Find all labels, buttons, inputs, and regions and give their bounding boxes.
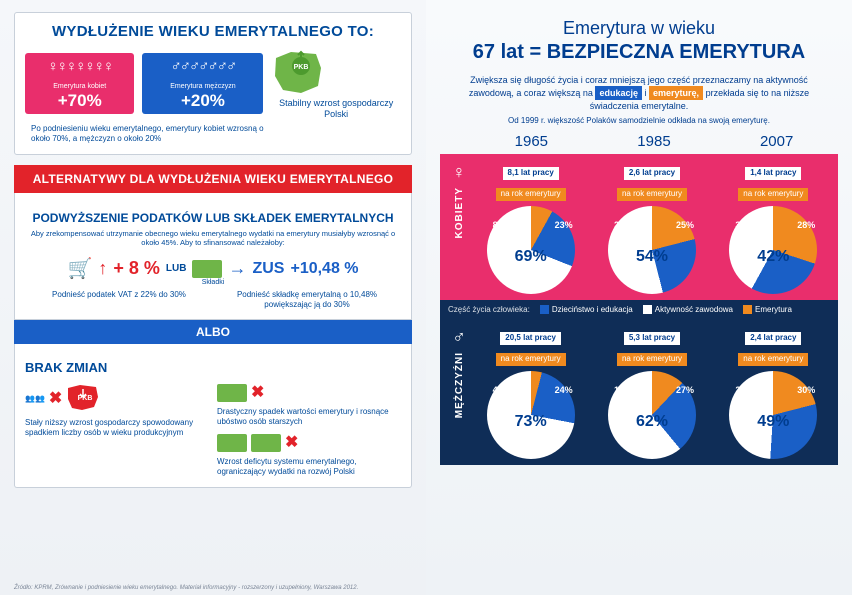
pie-main-pct: 62%: [636, 413, 668, 431]
box-alternatives: PODWYŻSZENIE PODATKÓW LUB SKŁADEK EMERYT…: [14, 193, 412, 321]
men-icons: ♂♂♂♂♂♂♂: [150, 59, 255, 74]
badge-orange: na rok emerytury: [617, 353, 687, 366]
badge-white: 2,4 lat pracy: [745, 332, 801, 345]
pkb-caption: Stabilny wzrost gospodarczy Polski: [271, 98, 401, 120]
poland-map-icon: PKB: [271, 48, 325, 96]
men-panel: ♂ MĘŻCZYŹNI 20,5 lat pracy na rok emerytu…: [440, 319, 838, 465]
x-icon: ✖: [251, 383, 264, 403]
money-icon: [217, 434, 247, 452]
alt-title: PODWYŻSZENIE PODATKÓW LUB SKŁADEK EMERYT…: [25, 211, 401, 225]
money-icon: [217, 384, 247, 402]
pie-chart: 54%21%25%: [608, 206, 696, 294]
zus-caption: Podnieść składkę emerytalną o 10,48% pow…: [221, 290, 394, 309]
badge-white: 8,1 lat pracy: [503, 167, 559, 180]
cart-icon: 🛒: [67, 256, 92, 281]
right-arrow-icon: →: [228, 258, 246, 279]
intro2: Od 1999 r. większość Polaków samodzielni…: [440, 116, 838, 125]
women-label: ♀ KOBIETY: [446, 162, 472, 238]
box-extension: WYDŁUŻENIE WIEKU EMERYTALNEGO TO: ♀♀♀♀♀♀…: [14, 12, 412, 155]
badge-white: 5,3 lat pracy: [624, 332, 680, 345]
badge-orange: na rok emerytury: [617, 188, 687, 201]
years-row: 1965 1985 2007: [440, 133, 838, 150]
right-page: Emerytura w wieku 67 lat = BEZPIECZNA EM…: [426, 0, 852, 595]
women-panel: ♀ KOBIETY 8,1 lat pracy na rok emerytury 6…: [440, 154, 838, 300]
pie-column: 5,3 lat pracy na rok emerytury 62%12%27%: [597, 327, 707, 459]
pie-main-pct: 42%: [757, 248, 789, 266]
tag-emer: emeryturę,: [649, 86, 703, 100]
woman-icon: ♀: [452, 162, 466, 183]
red-bar: ALTERNATYWY DLA WYDŁUŻENIA WIEKU EMERYTA…: [14, 165, 412, 193]
nochange-title: BRAK ZMIAN: [25, 360, 401, 375]
tag-edu: edukację: [595, 86, 642, 100]
svg-text:PKB: PKB: [294, 64, 309, 71]
pie-main-pct: 69%: [515, 248, 547, 266]
source-text: Źródło: KPRM, Zrównanie i podniesienie w…: [14, 585, 358, 591]
badge-orange: na rok emerytury: [496, 188, 566, 201]
badge-orange: na rok emerytury: [738, 188, 808, 201]
pie-column: 2,6 lat pracy na rok emerytury 54%21%25%: [597, 162, 707, 294]
x-icon: ✖: [285, 433, 298, 453]
badge-white: 1,4 lat pracy: [745, 167, 801, 180]
pie-main-pct: 54%: [636, 248, 668, 266]
pie-chart: 62%12%27%: [608, 371, 696, 459]
caption: Po podniesieniu wieku emerytalnego, emer…: [31, 124, 281, 144]
title: WYDŁUŻENIE WIEKU EMERYTALNEGO TO:: [25, 23, 401, 40]
people-icon: 👥👥: [25, 394, 45, 404]
badge-white: 2,6 lat pracy: [624, 167, 680, 180]
x-icon: ✖: [49, 389, 62, 409]
pie-column: 1,4 lat pracy na rok emerytury 42%30%28%: [718, 162, 828, 294]
pie-column: 2,4 lat pracy na rok emerytury 49%21%30%: [718, 327, 828, 459]
women-block: ♀♀♀♀♀♀♀ Emerytura kobiet +70%: [25, 53, 134, 114]
pie-column: 8,1 lat pracy na rok emerytury 69%8%23%: [476, 162, 586, 294]
money-icon: [192, 260, 222, 278]
badge-orange: na rok emerytury: [496, 353, 566, 366]
legend: Część życia człowieka: Dzieciństwo i edu…: [440, 300, 838, 319]
nochange-right: ✖ Drastyczny spadek wartości emerytury i…: [217, 383, 401, 477]
pie-chart: 69%8%23%: [487, 206, 575, 294]
badge-white: 20,5 lat pracy: [500, 332, 561, 345]
pie-chart: 42%30%28%: [729, 206, 817, 294]
vat-caption: Podnieść podatek VAT z 22% do 30%: [33, 290, 206, 309]
pie-main-pct: 73%: [515, 413, 547, 431]
vat-zus-row: 🛒 ↑ + 8 % LUB → ZUS +10,48 %: [25, 256, 401, 281]
poland-down-icon: PKB: [66, 383, 100, 414]
pie-column: 20,5 lat pracy na rok emerytury 73%4%24%: [476, 327, 586, 459]
poland-block: PKB Stabilny wzrost gospodarczy Polski: [271, 48, 401, 120]
pie-chart: 73%4%24%: [487, 371, 575, 459]
alt-sub: Aby zrekompensować utrzymanie obecnego w…: [25, 229, 401, 249]
men-block: ♂♂♂♂♂♂♂ Emerytura mężczyzn +20%: [142, 53, 263, 114]
box-nochange: BRAK ZMIAN 👥👥✖ PKB Stały niższy wzrost g…: [14, 344, 412, 488]
nochange-left: 👥👥✖ PKB Stały niższy wzrost gospodarczy …: [25, 383, 209, 477]
money-icon: [251, 434, 281, 452]
pie-main-pct: 49%: [757, 413, 789, 431]
women-icons: ♀♀♀♀♀♀♀: [33, 59, 126, 74]
heading-b: 67 lat = BEZPIECZNA EMERYTURA: [440, 41, 838, 64]
albo-bar: ALBO: [14, 320, 412, 344]
pie-chart: 49%21%30%: [729, 371, 817, 459]
intro: Zwiększa się długość życia i coraz mniej…: [440, 74, 838, 112]
man-icon: ♂: [452, 327, 466, 348]
heading-a: Emerytura w wieku: [440, 18, 838, 39]
badge-orange: na rok emerytury: [738, 353, 808, 366]
up-arrow-icon: ↑: [98, 258, 107, 279]
men-label: ♂ MĘŻCZYŹNI: [446, 327, 472, 418]
left-page: WYDŁUŻENIE WIEKU EMERYTALNEGO TO: ♀♀♀♀♀♀…: [0, 0, 426, 595]
